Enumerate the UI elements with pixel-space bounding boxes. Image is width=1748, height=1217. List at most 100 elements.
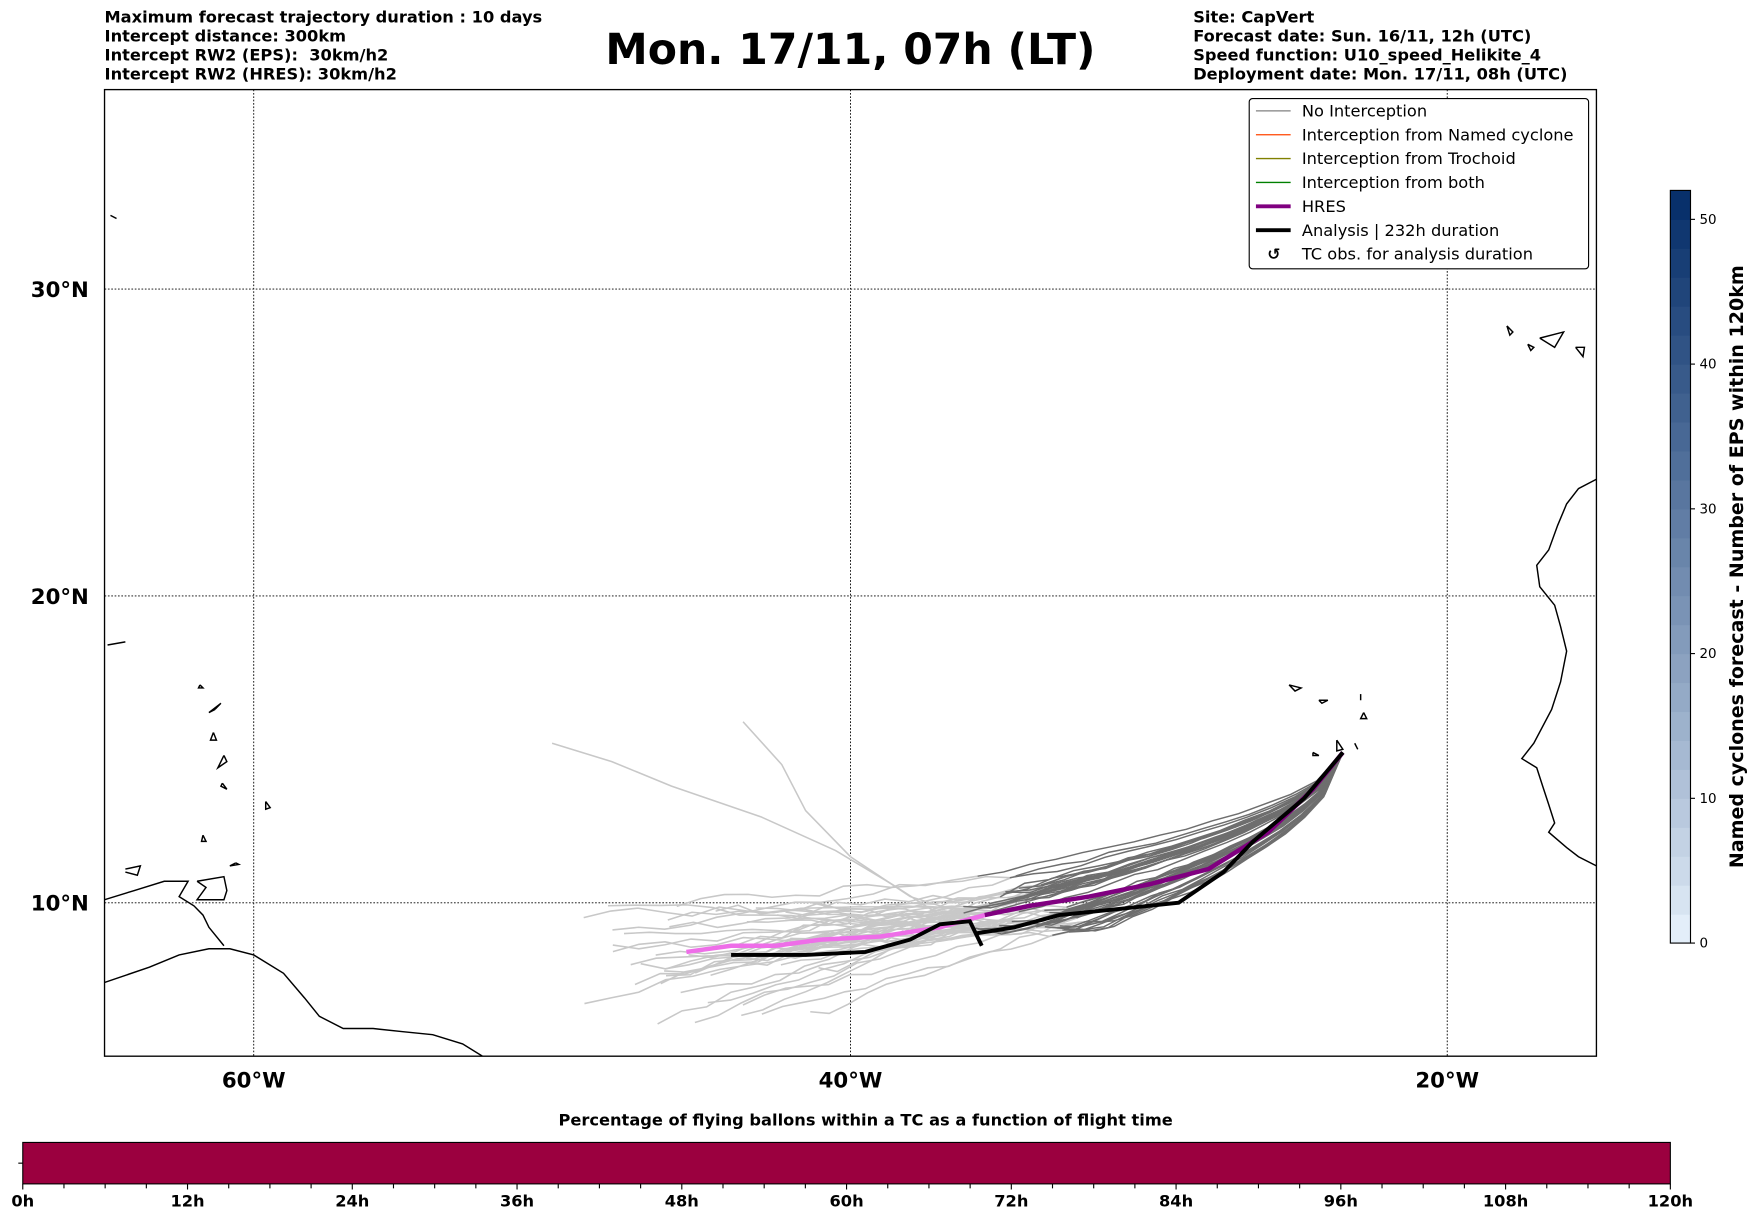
eps-trajectory: [694, 910, 1020, 1024]
coastline: [107, 641, 126, 646]
eps-trajectory: [738, 884, 1041, 946]
time-bar-tick-label: 12h: [170, 1191, 204, 1210]
colorbar-bin: [1670, 393, 1691, 423]
eps-trajectory: [1059, 752, 1344, 928]
legend-label: HRES: [1302, 197, 1346, 216]
eps-trajectory: [761, 934, 1053, 1015]
graticule: [104, 89, 1597, 1057]
eps-trajectory: [742, 923, 1044, 1006]
coastline: [219, 782, 228, 790]
colorbar-bin: [1670, 885, 1691, 915]
eps-trajectory: [785, 907, 1065, 918]
map-frame: [103, 88, 1598, 1057]
coastline: [1288, 684, 1304, 692]
eps-trajectory: [676, 875, 1010, 908]
time-bar-fill: [22, 1141, 1671, 1185]
coastline: [208, 702, 222, 714]
coastline: [110, 214, 117, 220]
time-bar-tick-label: 24h: [335, 1191, 369, 1210]
colorbar-bin: [1670, 479, 1691, 510]
colorbar-bin: [1670, 190, 1691, 220]
coastline: [1527, 343, 1536, 352]
eps-trajectory: [715, 904, 1030, 924]
colorbar-tick-label: 50: [1699, 213, 1716, 228]
colorbar-tick-label: 10: [1699, 792, 1716, 807]
coastline: [104, 948, 484, 1057]
colorbar-tick-label: 20: [1699, 647, 1716, 662]
eps-trajectory: [1063, 752, 1344, 931]
colorbar-bin: [1670, 856, 1691, 886]
axis-labels: 60°W 40°W 20°W 30°N 20°N 10°N: [31, 278, 1479, 1094]
coastline: [195, 875, 228, 901]
header-right-info: Site: CapVert Forecast date: Sun. 16/11,…: [1193, 7, 1567, 83]
legend-label: No Interception: [1302, 101, 1427, 120]
colorbar-bin: [1670, 335, 1691, 365]
colorbar-tick-label: 0: [1699, 937, 1708, 952]
time-bar-tick-label: 60h: [829, 1191, 863, 1210]
colorbar-bin: [1670, 827, 1691, 857]
eps-trajectory: [607, 904, 976, 929]
coastline: [1506, 325, 1514, 337]
coastline: [125, 864, 142, 877]
colorbar-bin: [1670, 537, 1691, 568]
eps-trajectory: [1004, 752, 1344, 904]
header-max-duration: Maximum forecast trajectory duration : 1…: [105, 7, 543, 26]
header-deployment-date: Deployment date: Mon. 17/11, 08h (UTC): [1193, 65, 1567, 84]
lat-tick-label: 20°N: [31, 585, 89, 610]
colorbar-bin: [1670, 711, 1691, 741]
colorbar-bin: [1670, 798, 1691, 828]
coastline: [1359, 712, 1368, 720]
legend-box: [1248, 98, 1590, 270]
eps-trajectory: [742, 721, 971, 916]
header-forecast-date: Forecast date: Sun. 16/11, 12h (UTC): [1193, 26, 1531, 45]
colorbar-bin: [1670, 566, 1691, 597]
colorbar-bin: [1670, 219, 1691, 249]
hres-trajectory-late: [686, 912, 986, 955]
eps-trajectory: [1042, 752, 1344, 926]
time-bar-tick-label: 36h: [500, 1191, 534, 1210]
time-bar-tick-label: 96h: [1324, 1191, 1358, 1210]
eps-trajectory: [1049, 752, 1344, 914]
eps-trajectory: [977, 751, 1344, 877]
coastline: [104, 880, 225, 947]
coastline: [209, 732, 218, 741]
time-bar-chart: Percentage of flying ballons within a TC…: [11, 1111, 1693, 1211]
colorbar-bin: [1670, 595, 1691, 626]
coastline: [197, 684, 205, 689]
lat-tick-label: 10°N: [31, 892, 89, 917]
map-panel[interactable]: 60°W 40°W 20°W 30°N 20°N 10°N No Interception…: [31, 88, 1598, 1094]
colorbar-bin: [1670, 740, 1691, 770]
coastline: [1336, 739, 1345, 752]
tc-obs-marker-icon: ↺: [1267, 245, 1280, 264]
lon-tick-label: 40°W: [819, 1069, 883, 1094]
legend-label: Interception from both: [1302, 173, 1485, 192]
page-title: Mon. 17/11, 07h (LT): [605, 25, 1095, 75]
coastline: [1354, 742, 1359, 750]
eps-trajectory: [1040, 752, 1344, 886]
colorbar-bin: [1670, 914, 1691, 944]
header-intercept-eps: Intercept RW2 (EPS): 30km/h2: [105, 45, 389, 64]
coastline: [216, 755, 228, 770]
colorbar-label: Named cyclones forecast - Number of EPS …: [1726, 265, 1748, 868]
colorbar-bin: [1670, 421, 1691, 452]
time-bar-title: Percentage of flying ballons within a TC…: [558, 1111, 1172, 1130]
lat-tick-label: 30°N: [31, 278, 89, 303]
legend-label: Interception from Named cyclone: [1302, 125, 1574, 144]
colorbar-tick-label: 40: [1699, 358, 1716, 373]
header-site: Site: CapVert: [1193, 7, 1314, 26]
coastline: [229, 862, 242, 867]
colorbar-bin: [1670, 508, 1691, 539]
time-bar-tick-label: 72h: [994, 1191, 1028, 1210]
colorbar-bin: [1670, 624, 1691, 655]
eps-trajectory: [1061, 752, 1344, 914]
eps-trajectory: [667, 891, 1006, 921]
coastline: [1575, 346, 1586, 359]
colorbar: 0 10 20 30 40 50 Named cyclones forecast - Num…: [1669, 189, 1748, 952]
legend: No Interception Interception from Named c…: [1248, 98, 1590, 270]
eps-trajectory: [1006, 752, 1344, 894]
coastlines: [104, 214, 1597, 1057]
colorbar-bin: [1670, 769, 1691, 799]
coastline: [264, 801, 272, 811]
